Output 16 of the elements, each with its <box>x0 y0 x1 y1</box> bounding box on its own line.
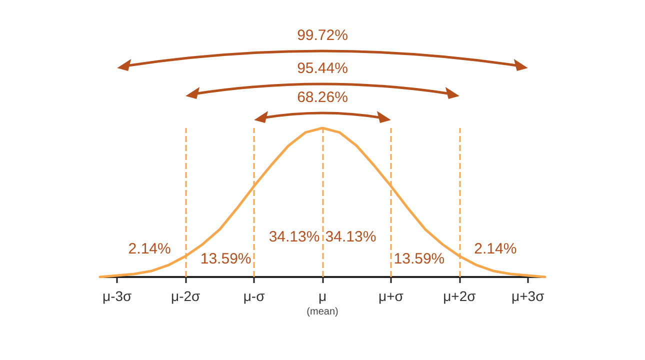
text: 95.44% <box>297 60 348 77</box>
annotation: 34.13% <box>268 228 320 246</box>
annotation: 13.59% <box>200 250 252 268</box>
annotation: 34.13% <box>325 228 376 246</box>
annotation: 2.14% <box>474 240 517 258</box>
x-tick-label: μ-3σ <box>102 288 132 304</box>
x-tick-label: μ+σ <box>378 288 404 304</box>
annotation: 2.14% <box>128 240 171 258</box>
x-tick-label: μ-σ <box>243 288 266 304</box>
text: 99.72% <box>297 27 348 44</box>
x-tick-label: μ (mean) <box>306 288 338 318</box>
x-tick-label: μ-2σ <box>171 288 201 304</box>
x-tick-label: μ+2σ <box>443 288 476 304</box>
x-tick-label: μ+3σ <box>512 288 545 304</box>
text: 68.26% <box>297 89 348 106</box>
annotation: 13.59% <box>394 250 445 268</box>
